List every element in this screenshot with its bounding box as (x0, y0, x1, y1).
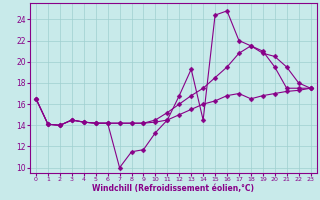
X-axis label: Windchill (Refroidissement éolien,°C): Windchill (Refroidissement éolien,°C) (92, 184, 254, 193)
